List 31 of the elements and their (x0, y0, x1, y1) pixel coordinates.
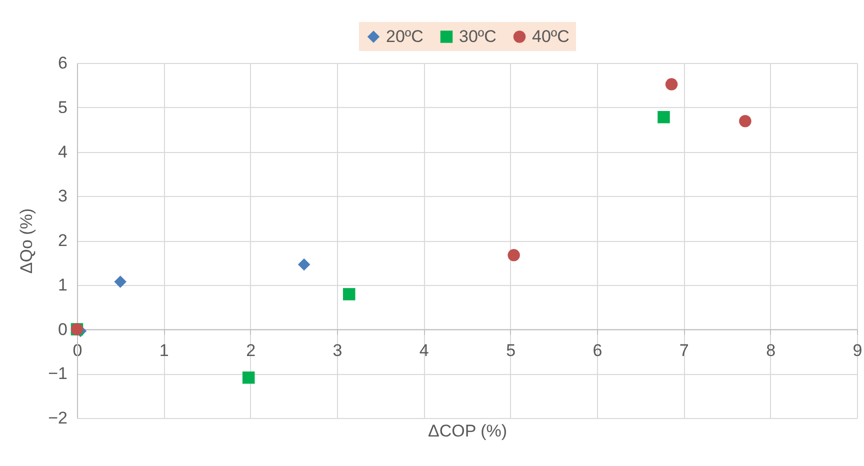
point (242, 371, 255, 384)
y-tick-label: 6 (58, 54, 68, 72)
point (739, 115, 752, 128)
y-tick-label: 2 (58, 231, 68, 250)
y-tick-label: 4 (58, 142, 68, 162)
x-tick-label: 4 (419, 340, 429, 360)
x-tick-label: 3 (332, 340, 342, 360)
x-tick-label: 2 (246, 340, 256, 360)
y-tick-label: 5 (58, 98, 68, 117)
legend-label: 20ºC (386, 26, 424, 46)
y-axis-title: ΔQo (%) (17, 208, 36, 274)
x-tick-label: 6 (592, 340, 602, 360)
legend-label: 40ºC (532, 26, 570, 46)
point (508, 249, 520, 262)
point (665, 78, 678, 90)
y-tick-label: 0 (58, 320, 68, 339)
x-tick-label: 9 (852, 340, 862, 360)
x-tick-label: 1 (159, 340, 169, 360)
x-tick-label: 5 (506, 340, 516, 360)
point (114, 276, 126, 288)
y-tick-label: −1 (48, 364, 68, 384)
y-tick-label: 1 (58, 275, 68, 294)
x-tick-label: 7 (679, 340, 689, 360)
legend-label: 30ºC (459, 26, 496, 46)
point (343, 288, 356, 300)
y-tick-label: 3 (58, 186, 68, 206)
x-axis-title: ΔCOP (%) (428, 422, 508, 440)
point (658, 111, 670, 124)
y-tick-label: −2 (48, 408, 68, 428)
point (298, 258, 310, 271)
x-tick-label: 8 (766, 340, 776, 360)
